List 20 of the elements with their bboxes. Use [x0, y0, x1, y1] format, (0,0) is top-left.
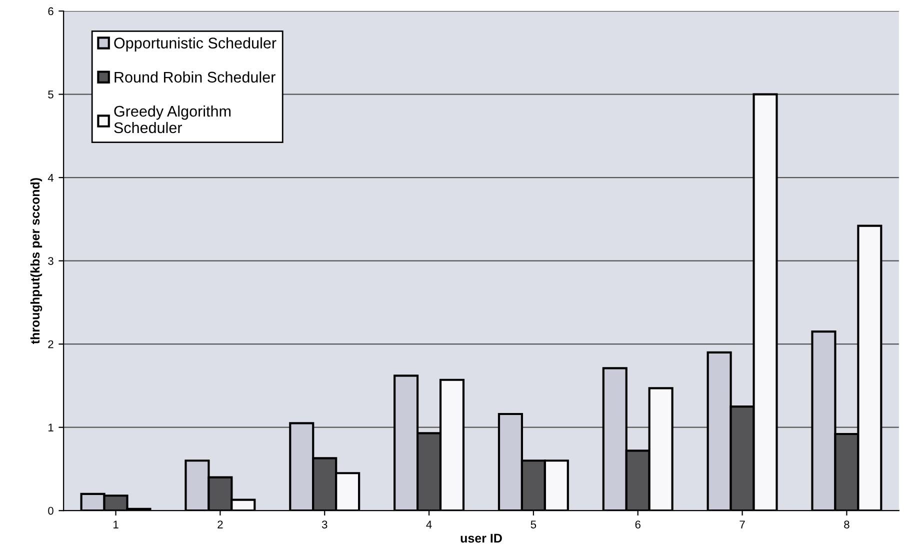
x-tick-label: 1 [114, 520, 118, 528]
y-tick-label: 0 [48, 506, 54, 515]
x-axis-title: user ID [460, 534, 502, 543]
y-tick-label: 3 [48, 257, 54, 265]
x-tick-label: 2 [218, 520, 223, 528]
legend-label: Round Robin Scheduler [114, 71, 276, 83]
x-tick-label: 7 [740, 520, 745, 528]
y-tick-label: 1 [48, 424, 54, 432]
x-tick-label: 5 [530, 520, 536, 528]
y-tick-label: 5 [48, 90, 54, 98]
y-axis-title: throughput(kbs per sccond) [30, 178, 42, 344]
x-tick-label: 4 [426, 520, 432, 528]
x-tick-label: 6 [635, 520, 640, 528]
x-tick-label: 8 [844, 520, 850, 528]
legend-label: Opportunistic Scheduler [114, 37, 276, 52]
y-tick-label: 2 [48, 340, 54, 348]
legend-label: Greedy Algorithm Scheduler [114, 105, 230, 134]
y-tick-label: 4 [48, 174, 54, 182]
x-tick-label: 3 [322, 520, 328, 528]
y-tick-label: 6 [48, 7, 54, 16]
